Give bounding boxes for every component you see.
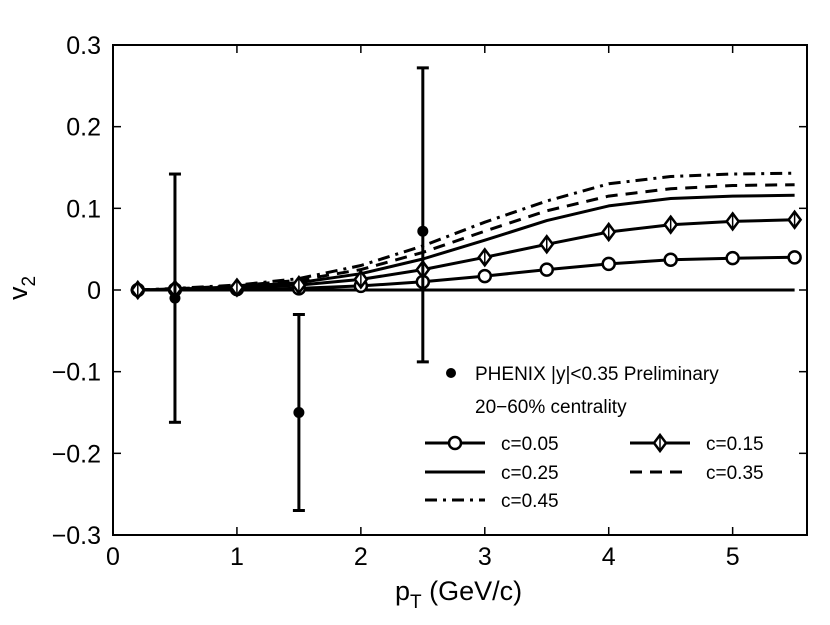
series-marker-circle: [725, 250, 740, 266]
legend: PHENIX |y|<0.35 Preliminary 20−60% centr…: [425, 364, 764, 512]
series-marker-circle: [787, 250, 802, 265]
y-tick-label: 0.3: [66, 32, 101, 60]
y-tick-label: 0: [87, 277, 101, 305]
x-tick-label: 1: [230, 543, 244, 571]
series-line-c035: [137, 183, 795, 292]
y-tick-label: 0.1: [66, 195, 101, 223]
x-tick-label: 4: [602, 543, 616, 571]
legend-data-note: 20−60% centrality: [475, 397, 627, 418]
data-point: [293, 407, 305, 418]
series-marker-circle: [477, 268, 493, 284]
legend-label-c045: c=0.45: [501, 491, 559, 512]
series-marker-circle: [539, 262, 554, 277]
x-tick-label: 5: [726, 543, 740, 571]
series-lines: [137, 171, 795, 292]
y-axis-label: v2: [3, 276, 40, 300]
x-tick-label: 2: [354, 543, 368, 571]
y-tick-label: −0.2: [52, 440, 101, 468]
axis-ticks: [112, 44, 807, 536]
series-line-c025: [137, 193, 795, 292]
data-point: [169, 292, 181, 304]
series-line-c045: [137, 171, 795, 292]
x-tick-label: 3: [478, 543, 492, 571]
phenix-data-points: [168, 66, 429, 512]
y-tick-label: 0.2: [66, 114, 101, 142]
legend-label-c005: c=0.05: [501, 434, 559, 455]
tick-labels: 0 1 2 3 4 5 −0.3 −0.2 −0.1 0 0.1 0.2 0.3: [52, 32, 740, 571]
legend-data-label: PHENIX |y|<0.35 Preliminary: [475, 364, 719, 385]
x-tick-label: 0: [106, 543, 120, 571]
y-tick-label: −0.1: [52, 359, 101, 387]
legend-label-c015: c=0.15: [706, 434, 764, 455]
x-axis-label: pT (GeV/c): [395, 576, 522, 613]
series-markers: [130, 209, 803, 301]
series-marker-circle: [663, 252, 678, 268]
legend-label-c025: c=0.25: [501, 463, 559, 484]
series-marker-circle: [601, 256, 616, 272]
y-tick-label: −0.3: [52, 522, 101, 550]
legend-label-c035: c=0.35: [706, 463, 764, 484]
data-point: [417, 225, 429, 237]
legend-data-marker: [446, 368, 456, 378]
legend-marker-circle: [447, 435, 463, 451]
